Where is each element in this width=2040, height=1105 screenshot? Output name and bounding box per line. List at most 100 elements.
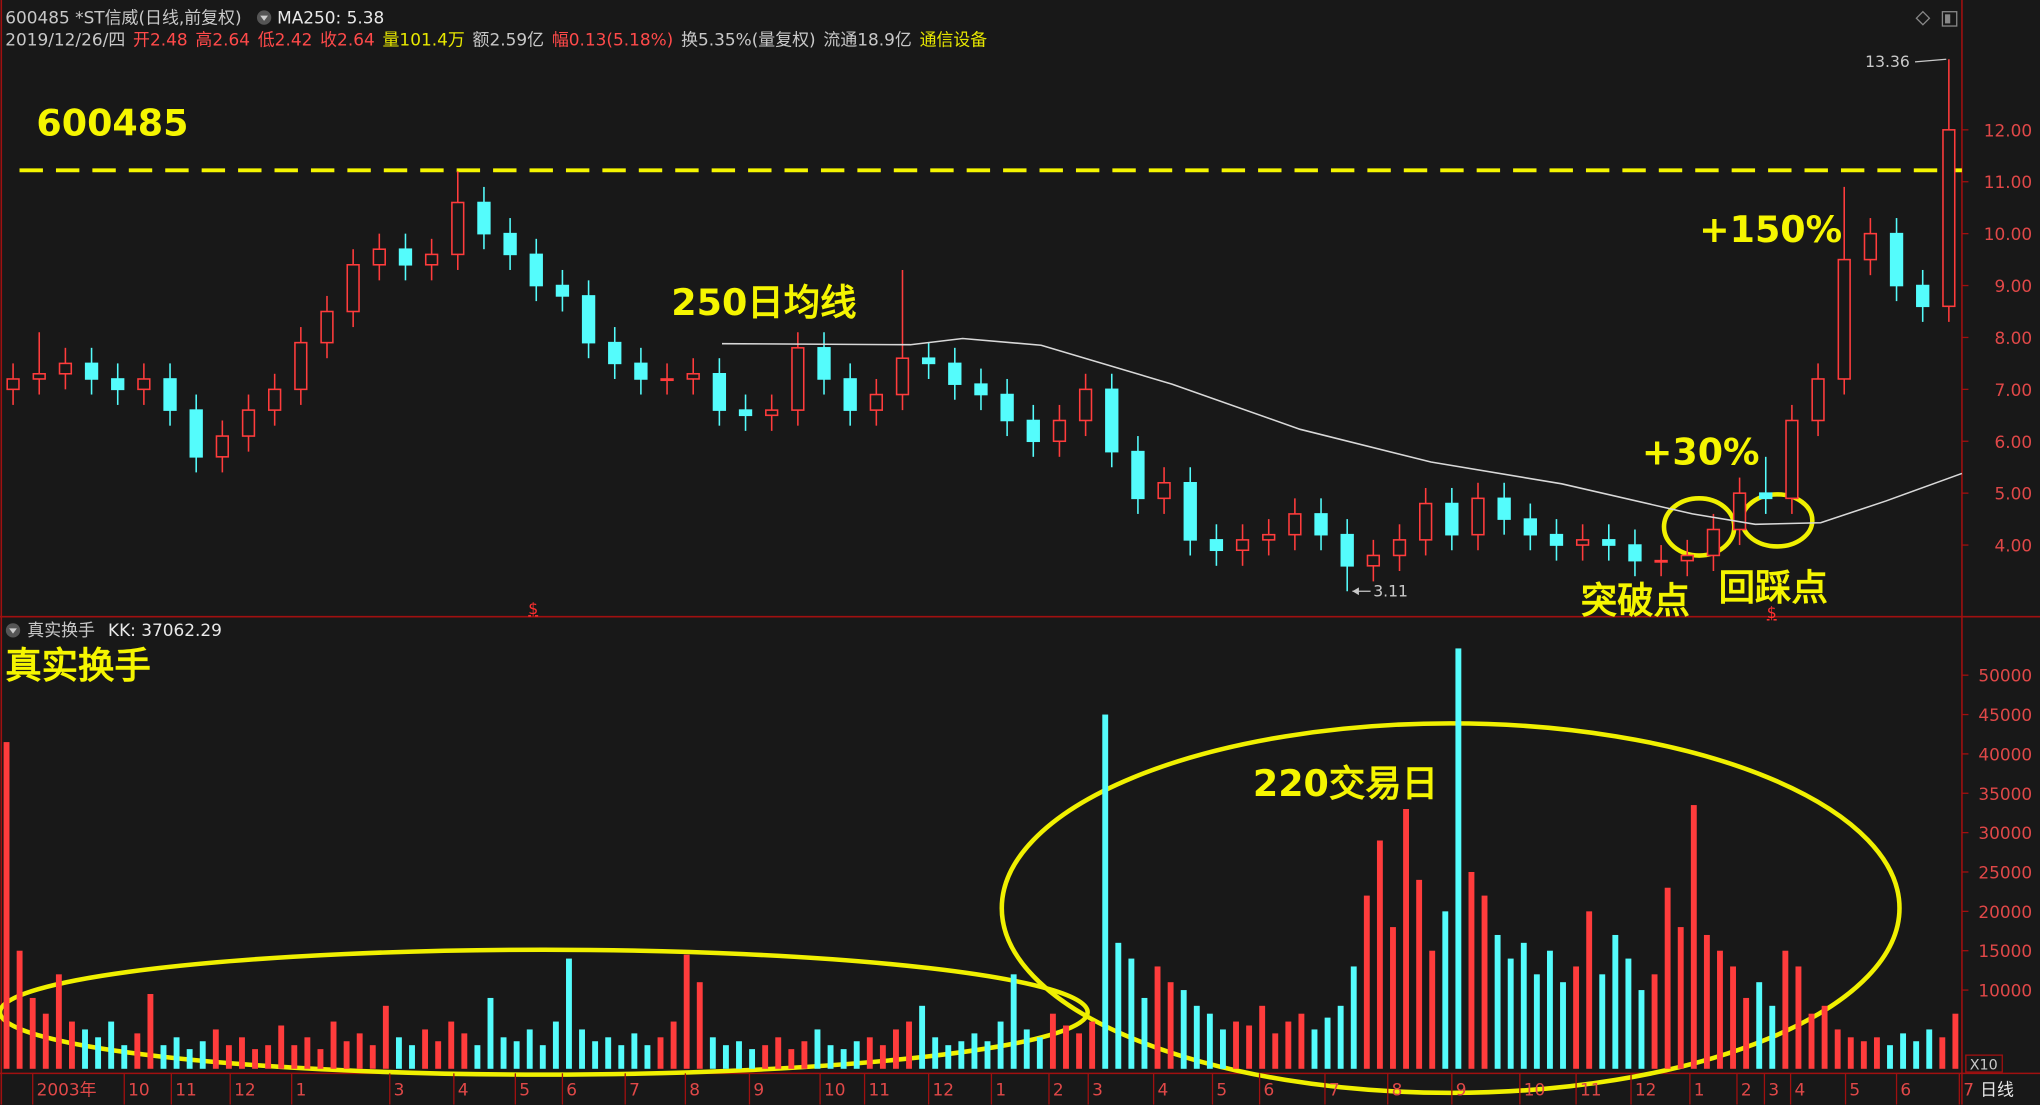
y-tick-label: 11.00 — [1984, 172, 2032, 192]
candle-body — [1157, 481, 1171, 500]
period-label[interactable]: 日线 — [1980, 1079, 2014, 1099]
highlight-ring — [0, 947, 1090, 1077]
x-tick-label: 5 — [1849, 1079, 1860, 1099]
volume-bar — [906, 1021, 912, 1069]
volume-bar — [1573, 966, 1580, 1069]
volume-bar — [932, 1037, 939, 1069]
y-tick-label: 5.00 — [1995, 484, 2033, 504]
candle-body — [1575, 539, 1590, 546]
quote-item: 换5.35%(量复权) — [681, 30, 816, 50]
y-tick-label: 30000 — [1978, 823, 2032, 843]
y-tick-label: 8.00 — [1995, 328, 2033, 348]
volume-bar — [1743, 997, 1750, 1069]
candle-body — [1837, 258, 1851, 380]
volume-bar — [1298, 1013, 1305, 1069]
volume-bar — [919, 1005, 926, 1069]
volume-bar — [997, 1021, 1004, 1069]
volume-bar — [121, 1045, 128, 1069]
volume-bar — [736, 1041, 742, 1069]
candle-body — [1628, 544, 1642, 562]
candle-body — [1889, 232, 1904, 287]
event-mark[interactable]: $ — [1767, 604, 1777, 622]
volume-bar — [1664, 887, 1671, 1069]
quote-item: 幅0.13(5.18%) — [552, 30, 673, 50]
volume-bar — [1625, 958, 1632, 1069]
x-tick-label: 3 — [1768, 1079, 1779, 1099]
x-tick-label: 5 — [1216, 1079, 1227, 1099]
volume-bar — [1651, 974, 1658, 1069]
volume-bar — [722, 1045, 729, 1069]
x-tick-label: 12 — [933, 1079, 955, 1099]
x-tick-label: 1 — [296, 1079, 307, 1099]
volume-bar — [696, 982, 703, 1069]
volume-bar — [526, 1029, 533, 1069]
x-tick-label: 8 — [689, 1079, 700, 1099]
quote-item: 量101.4万 — [383, 30, 465, 50]
volume-bar — [1887, 1045, 1893, 1069]
x-tick-label: 9 — [753, 1079, 764, 1099]
volume-bar — [1926, 1029, 1933, 1069]
x-tick-label: 3 — [1092, 1079, 1103, 1099]
annotation: 600485 — [36, 101, 188, 144]
volume-bar — [1010, 974, 1017, 1069]
volume-bar — [1808, 1013, 1815, 1069]
candle-body — [1654, 559, 1668, 563]
annotation: +150% — [1699, 208, 1842, 251]
candle-body — [1680, 554, 1694, 562]
x-tick-label: 7 — [1329, 1079, 1340, 1099]
volume-bar — [984, 1041, 991, 1069]
volume-bar — [801, 1041, 808, 1069]
quote-item: 高2.64 — [195, 30, 250, 50]
volume-bar — [1285, 1021, 1292, 1069]
candle-body — [111, 378, 125, 391]
candle-body — [608, 341, 622, 365]
volume-bar — [212, 1029, 219, 1069]
y-tick-label: 12.00 — [1984, 120, 2032, 140]
candle-body — [1209, 539, 1224, 552]
toolbar-icon[interactable] — [1915, 10, 1931, 26]
volume-bar — [605, 1037, 612, 1069]
x-tick-label: 7 — [629, 1079, 640, 1099]
volume-bar — [3, 742, 10, 1069]
x-tick-label: 4 — [1794, 1079, 1805, 1099]
volume-bar — [1599, 974, 1606, 1069]
volume-bar — [29, 997, 36, 1069]
volume-bar — [1756, 982, 1763, 1069]
zoom-box[interactable] — [1965, 1054, 2003, 1073]
volume-bar — [343, 1041, 350, 1069]
candle-body — [477, 201, 491, 235]
volume-bar — [395, 1037, 402, 1069]
candle-body — [1732, 492, 1747, 531]
candle-body — [163, 378, 177, 411]
x-tick-label: 6 — [1900, 1079, 1911, 1099]
volume-bar — [1259, 1005, 1266, 1069]
candle-body — [1314, 513, 1328, 536]
candle-body — [1392, 539, 1407, 557]
volume-bar — [173, 1037, 180, 1069]
candle-body — [1602, 539, 1616, 546]
event-mark[interactable]: $ — [528, 600, 538, 618]
candle-body — [1235, 539, 1250, 552]
y-tick-label: 7.00 — [1995, 380, 2033, 400]
candle-body — [1340, 533, 1354, 567]
volume-bar — [1834, 1029, 1841, 1069]
candle-body — [1445, 502, 1459, 536]
volume-bar — [1272, 1033, 1279, 1069]
toolbar-icon[interactable] — [1941, 11, 1958, 27]
annotation: 突破点 — [1581, 579, 1690, 622]
volume-bar — [487, 997, 494, 1069]
volume-bar — [552, 1021, 559, 1069]
x-tick-label: 4 — [1158, 1079, 1169, 1099]
volume-bar — [788, 1049, 795, 1069]
candle-body — [1183, 481, 1197, 541]
volume-bar — [853, 1041, 860, 1069]
candle-body — [320, 310, 334, 344]
volume-bar — [225, 1045, 232, 1069]
volume-bar — [369, 1045, 376, 1069]
high-arrow — [1914, 58, 1947, 63]
volume-bar — [1769, 1005, 1776, 1069]
candle-body — [1052, 419, 1067, 443]
y-tick-label: 10000 — [1978, 981, 2032, 1001]
volume-bar — [147, 994, 154, 1069]
x-tick-label: 10 — [128, 1079, 150, 1099]
